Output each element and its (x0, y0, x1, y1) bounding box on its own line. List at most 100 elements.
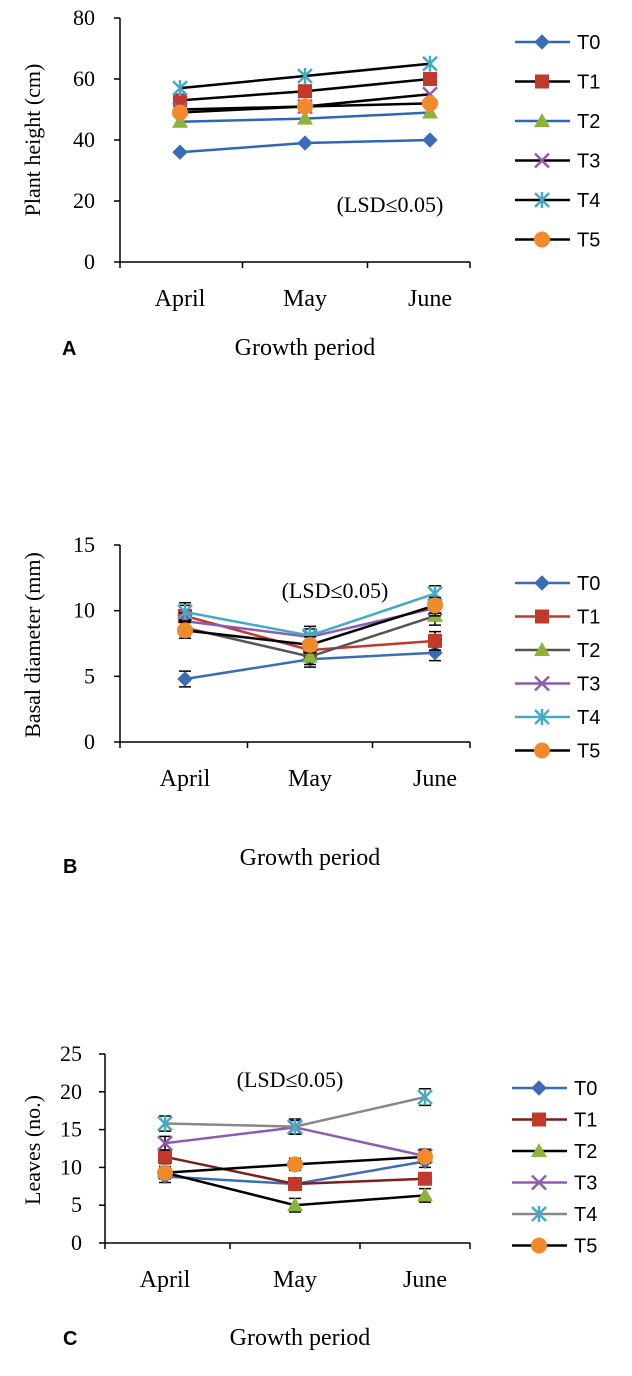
data-point-marker (177, 603, 193, 620)
legend-marker (534, 192, 550, 208)
lsd-annotation: (LSD≤0.05) (337, 192, 444, 217)
legend-label: T0 (574, 1078, 597, 1100)
y-tick-label: 25 (60, 1041, 82, 1066)
data-point-marker (418, 1171, 432, 1186)
y-tick-label: 60 (73, 66, 95, 91)
data-point-marker (423, 72, 437, 86)
data-point-marker (428, 633, 442, 648)
legend-item: T4 (515, 707, 600, 729)
legend-item: T2 (515, 111, 600, 133)
data-point-marker (297, 67, 313, 84)
data-point-marker (177, 622, 193, 639)
legend: T0 T1 T2 T3 T4 T5 (515, 573, 600, 763)
data-point-marker (417, 1089, 433, 1106)
series-T5 (157, 1148, 433, 1181)
legend-label: T4 (574, 1204, 597, 1226)
legend-marker (535, 74, 549, 89)
panel-label: C (63, 1328, 77, 1350)
series-T4 (172, 55, 438, 97)
legend-marker (534, 231, 550, 248)
legend-marker (531, 1206, 547, 1222)
legend-item: T4 (515, 190, 600, 212)
y-tick-label: 0 (84, 729, 95, 754)
series-T4 (157, 1088, 433, 1135)
y-tick-label: 40 (73, 127, 95, 152)
legend-marker (534, 34, 550, 50)
legend-marker (534, 709, 550, 725)
y-tick-label: 5 (71, 1192, 82, 1217)
legend-item: T2 (515, 640, 600, 662)
y-axis-label: Basal diameter (mm) (20, 552, 45, 738)
x-tick-label: June (413, 766, 457, 792)
y-tick-label: 20 (73, 188, 95, 213)
data-point-marker (417, 1148, 433, 1165)
legend-label: T2 (577, 640, 600, 662)
data-point-marker (287, 1156, 303, 1173)
data-point-marker (172, 80, 188, 97)
legend-item: T3 (515, 151, 600, 173)
data-point-marker (298, 84, 312, 99)
data-point-marker (172, 104, 188, 121)
lsd-annotation: (LSD≤0.05) (237, 1067, 344, 1092)
panel-label: B (63, 856, 77, 878)
x-tick-label: June (403, 1267, 447, 1293)
legend: T0 T1 T2 T3 T4 T5 (515, 32, 600, 252)
legend-label: T5 (577, 741, 600, 763)
x-tick-label: April (160, 766, 211, 792)
data-point-marker (297, 110, 313, 125)
legend-marker (534, 113, 550, 127)
data-point-marker (417, 1187, 433, 1202)
x-axis-label: Growth period (235, 335, 376, 361)
data-point-marker (173, 93, 187, 108)
panel-label: A (62, 338, 76, 360)
legend: T0 T1 T2 T3 T4 T5 (512, 1078, 597, 1258)
data-point-marker (297, 98, 313, 115)
y-tick-label: 0 (84, 249, 95, 274)
data-point-marker (422, 95, 438, 112)
x-axis-label: Growth period (230, 1325, 371, 1351)
legend-item: T1 (512, 1110, 597, 1132)
series-T1 (173, 72, 437, 108)
legend-item: T0 (515, 573, 600, 595)
y-tick-label: 5 (84, 663, 95, 688)
data-point-marker (302, 636, 318, 653)
legend-marker (534, 675, 550, 692)
legend-label: T0 (577, 573, 600, 595)
legend-label: T5 (577, 230, 600, 252)
legend-item: T4 (512, 1204, 597, 1226)
series-T2 (157, 1164, 433, 1213)
y-tick-label: 0 (71, 1230, 82, 1255)
data-point-marker (422, 132, 438, 148)
legend-label: T4 (577, 707, 600, 729)
legend-item: T5 (512, 1236, 597, 1258)
legend-marker (531, 1143, 547, 1157)
chart-B: 0 5 10 15 April May June Basal diameter (mm) Gro… (20, 532, 600, 878)
legend-label: T1 (574, 1110, 597, 1132)
legend-item: T3 (512, 1173, 597, 1195)
y-tick-label: 10 (73, 598, 95, 623)
series-T0 (172, 132, 438, 160)
data-point-marker (157, 1135, 173, 1152)
x-axis-label: Growth period (240, 845, 381, 871)
y-axis-label: Plant height (cm) (20, 64, 45, 217)
data-point-marker (172, 113, 188, 128)
legend-item: T1 (515, 72, 600, 94)
data-point-marker (422, 55, 438, 72)
y-tick-label: 80 (73, 5, 95, 30)
data-point-marker (297, 135, 313, 151)
legend-label: T4 (577, 190, 600, 212)
series-T5 (177, 596, 443, 654)
data-point-marker (172, 144, 188, 160)
y-tick-label: 20 (60, 1079, 82, 1104)
data-point-marker (302, 648, 318, 663)
y-tick-label: 15 (60, 1117, 82, 1142)
x-tick-label: April (155, 286, 206, 312)
legend-item: T1 (515, 607, 600, 629)
legend-label: T0 (577, 32, 600, 54)
series-T5 (172, 95, 438, 121)
data-point-marker (158, 1149, 172, 1164)
legend-item: T0 (512, 1078, 597, 1100)
chart-A: 0 20 40 60 80 April May June Plant height (cm) Gr… (20, 5, 600, 361)
data-point-marker (157, 1115, 173, 1132)
